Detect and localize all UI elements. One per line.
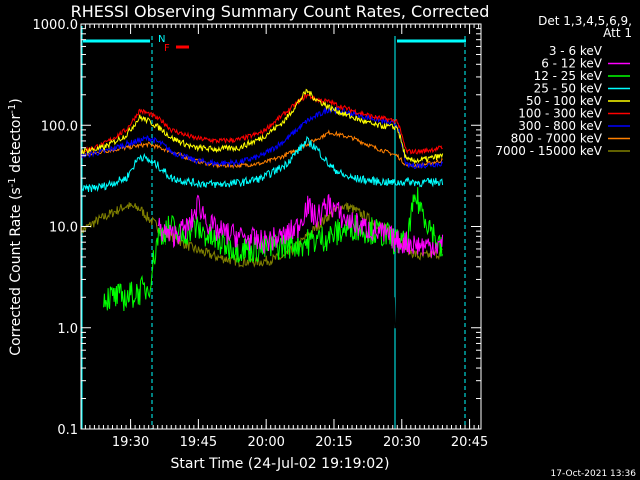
y-tick-label: 0.1 bbox=[57, 423, 78, 438]
legend-header: Att 1 bbox=[603, 26, 632, 40]
y-axis-label: Corrected Count Rate (s-1 detector-1) bbox=[7, 98, 25, 355]
series-line-300-800kev bbox=[81, 106, 444, 170]
x-tick-label: 20:30 bbox=[383, 435, 420, 450]
y-axis-label-part: ) bbox=[8, 98, 24, 103]
x-tick-label: 19:45 bbox=[180, 435, 217, 450]
x-tick-label: 20:00 bbox=[247, 435, 284, 450]
y-axis-label-part: -1 bbox=[7, 177, 18, 187]
series-line-800-7000kev bbox=[81, 129, 443, 169]
x-tick-label: 19:30 bbox=[112, 435, 149, 450]
series-line-6-12kev bbox=[157, 194, 444, 258]
series-line-100-300kev bbox=[81, 92, 443, 155]
legend-label: 25 - 50 keV bbox=[534, 82, 603, 96]
y-tick-label: 1000.0 bbox=[33, 18, 79, 33]
legend-label: 300 - 800 keV bbox=[518, 119, 602, 133]
legend-label: 100 - 300 keV bbox=[518, 107, 602, 121]
plot-frame bbox=[80, 23, 482, 430]
series-line-50-100kev bbox=[81, 88, 444, 165]
footer-timestamp: 17-Oct-2021 13:36 bbox=[551, 469, 637, 479]
plot-area: NF bbox=[81, 26, 466, 429]
y-tick-label: 10.0 bbox=[49, 221, 78, 236]
y-axis-label-part: detector bbox=[8, 114, 24, 178]
flag-marker-n: N bbox=[158, 34, 165, 45]
flag-marker-f: F bbox=[164, 43, 170, 54]
legend-label: 800 - 7000 keV bbox=[511, 132, 603, 146]
x-tick-label: 20:15 bbox=[315, 435, 352, 450]
x-axis-label: Start Time (24-Jul-02 19:19:02) bbox=[170, 456, 389, 472]
legend-label: 50 - 100 keV bbox=[526, 94, 603, 108]
x-tick-label: 20:45 bbox=[451, 435, 488, 450]
legend-label: 6 - 12 keV bbox=[541, 57, 603, 71]
legend-header: Det 1,3,4,5,6,9, bbox=[538, 14, 632, 28]
legend-label: 3 - 6 keV bbox=[549, 44, 603, 58]
y-axis-label-part: -1 bbox=[7, 104, 18, 114]
y-axis-label-part: Corrected Count Rate (s bbox=[8, 187, 24, 355]
series-line-3-6kev bbox=[157, 242, 398, 329]
y-tick-label: 1.0 bbox=[57, 322, 78, 337]
series-line-12-25kev bbox=[103, 187, 444, 312]
series-line-25-50kev bbox=[81, 135, 444, 194]
axes: 1000.0 100.0 10.0 1.0 0.1 19:30 19:45 20:00 20:1… bbox=[33, 18, 489, 450]
legend-label: 12 - 25 keV bbox=[534, 69, 603, 83]
chart-title: RHESSI Observing Summary Count Rates, Co… bbox=[71, 2, 490, 21]
legend-label: 7000 - 15000 keV bbox=[495, 144, 602, 158]
y-tick-label: 100.0 bbox=[41, 119, 78, 134]
